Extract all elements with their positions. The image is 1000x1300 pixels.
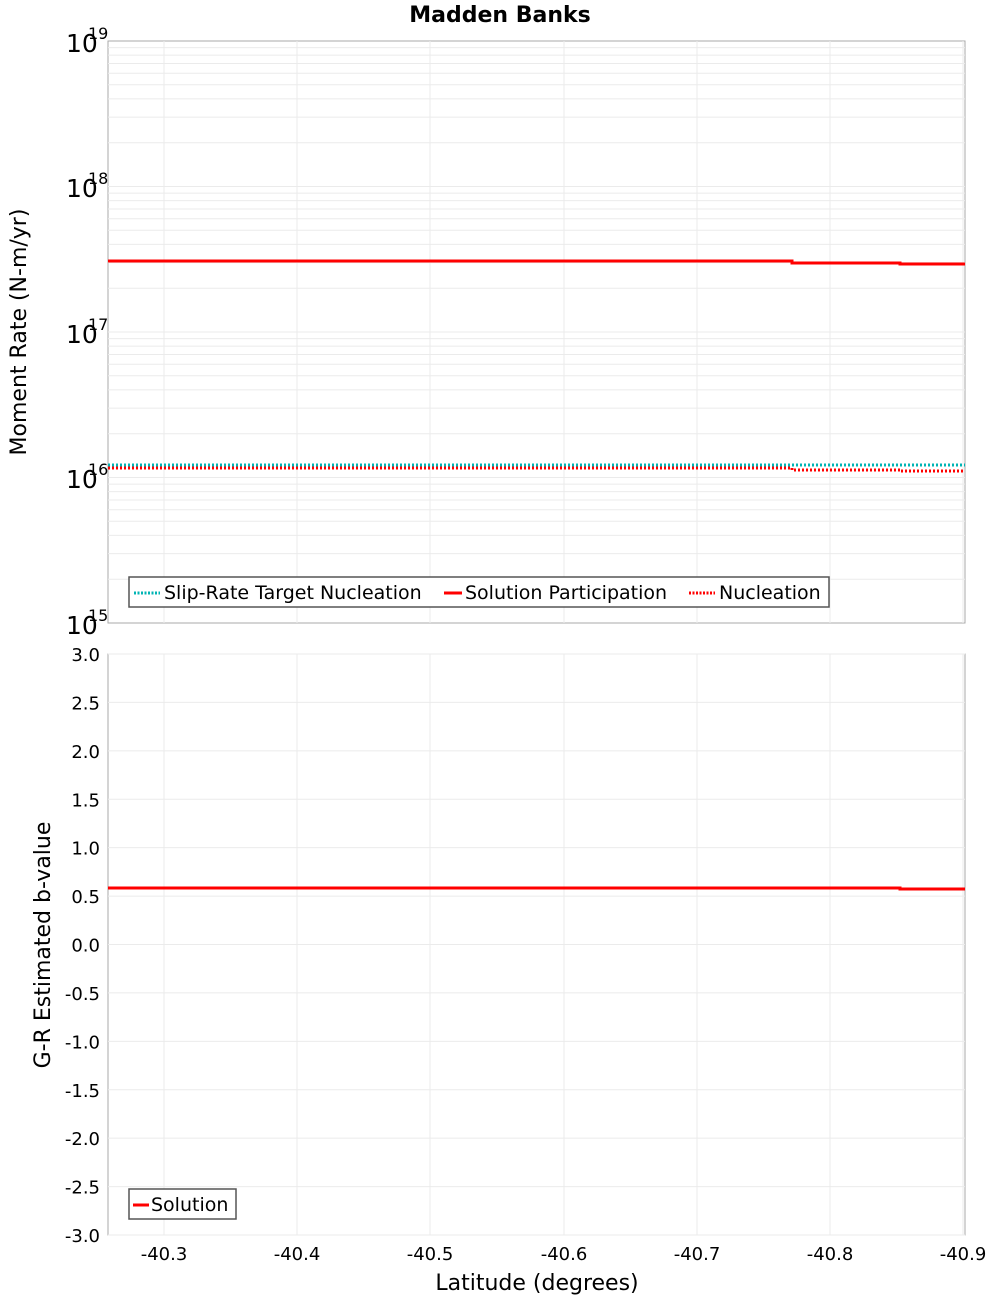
xtick-label: -40.8	[807, 1244, 854, 1265]
ytick-label: -1.5	[65, 1081, 100, 1102]
ytick-label: -2.5	[65, 1178, 100, 1199]
ytick-label: -3.0	[65, 1226, 100, 1247]
ytick-base: 10	[66, 611, 98, 640]
ytick-exp: 17	[88, 315, 108, 334]
top-y-ticks: 10 19 10 18 10 17 10 16 10 15	[66, 24, 108, 640]
ytick-label: 2.5	[71, 693, 100, 714]
x-axis-label: Latitude (degrees)	[435, 1271, 638, 1296]
xtick-label: -40.6	[541, 1244, 588, 1265]
xtick-label: -40.4	[274, 1244, 321, 1265]
ytick-label: 2.0	[71, 742, 100, 763]
bottom-gridlines	[108, 653, 965, 1236]
legend-label-target: Slip-Rate Target Nucleation	[164, 582, 422, 604]
series-nucleation	[108, 466, 965, 473]
top-y-axis-label: Moment Rate (N-m/yr)	[7, 209, 32, 456]
series-solution-b-value	[108, 886, 965, 891]
ytick-base: 10	[66, 29, 98, 58]
xtick-label: -40.7	[674, 1244, 721, 1265]
ytick-exp: 18	[88, 169, 108, 188]
ytick-base: 10	[66, 174, 98, 203]
ytick-label: -2.0	[65, 1129, 100, 1150]
ytick-exp: 19	[88, 24, 108, 43]
ytick-exp: 15	[88, 606, 108, 625]
series-solution-participation	[108, 259, 965, 266]
ytick-label: 1.0	[71, 839, 100, 860]
ytick-label: -0.5	[65, 984, 100, 1005]
xtick-label: -40.9	[940, 1244, 987, 1265]
x-axis-ticks: -40.3 -40.4 -40.5 -40.6 -40.7 -40.8 -40.9	[141, 1244, 987, 1265]
ytick-label: -1.0	[65, 1032, 100, 1053]
bottom-legend: Solution	[128, 1188, 237, 1220]
ytick-base: 10	[66, 320, 98, 349]
ytick-label: 1.5	[71, 790, 100, 811]
ytick-exp: 16	[88, 460, 108, 479]
bottom-panel: 3.0 2.5 2.0 1.5 1.0 0.5 0.0 -0.5 -1.0 -1.5 -2.0 -2.…	[31, 645, 966, 1247]
top-gridlines	[108, 41, 965, 623]
ytick-label: 0.5	[71, 887, 100, 908]
xtick-label: -40.5	[407, 1244, 454, 1265]
top-legend: Slip-Rate Target Nucleation Solution Par…	[128, 576, 830, 608]
bottom-y-ticks: 3.0 2.5 2.0 1.5 1.0 0.5 0.0 -0.5 -1.0 -1.5 -2.0 -2.…	[65, 645, 100, 1247]
legend-label-solution: Solution	[151, 1194, 228, 1216]
xtick-label: -40.3	[141, 1244, 188, 1265]
bottom-y-axis-label: G-R Estimated b-value	[31, 822, 56, 1069]
legend-label-nucleation: Nucleation	[719, 582, 821, 604]
chart-title: Madden Banks	[409, 3, 590, 28]
top-panel: 10 19 10 18 10 17 10 16 10 15 Moment Rat…	[7, 24, 966, 640]
legend-label-solution-participation: Solution Participation	[465, 582, 667, 604]
ytick-label: 3.0	[71, 645, 100, 666]
ytick-base: 10	[66, 465, 98, 494]
ytick-label: 0.0	[71, 936, 100, 957]
